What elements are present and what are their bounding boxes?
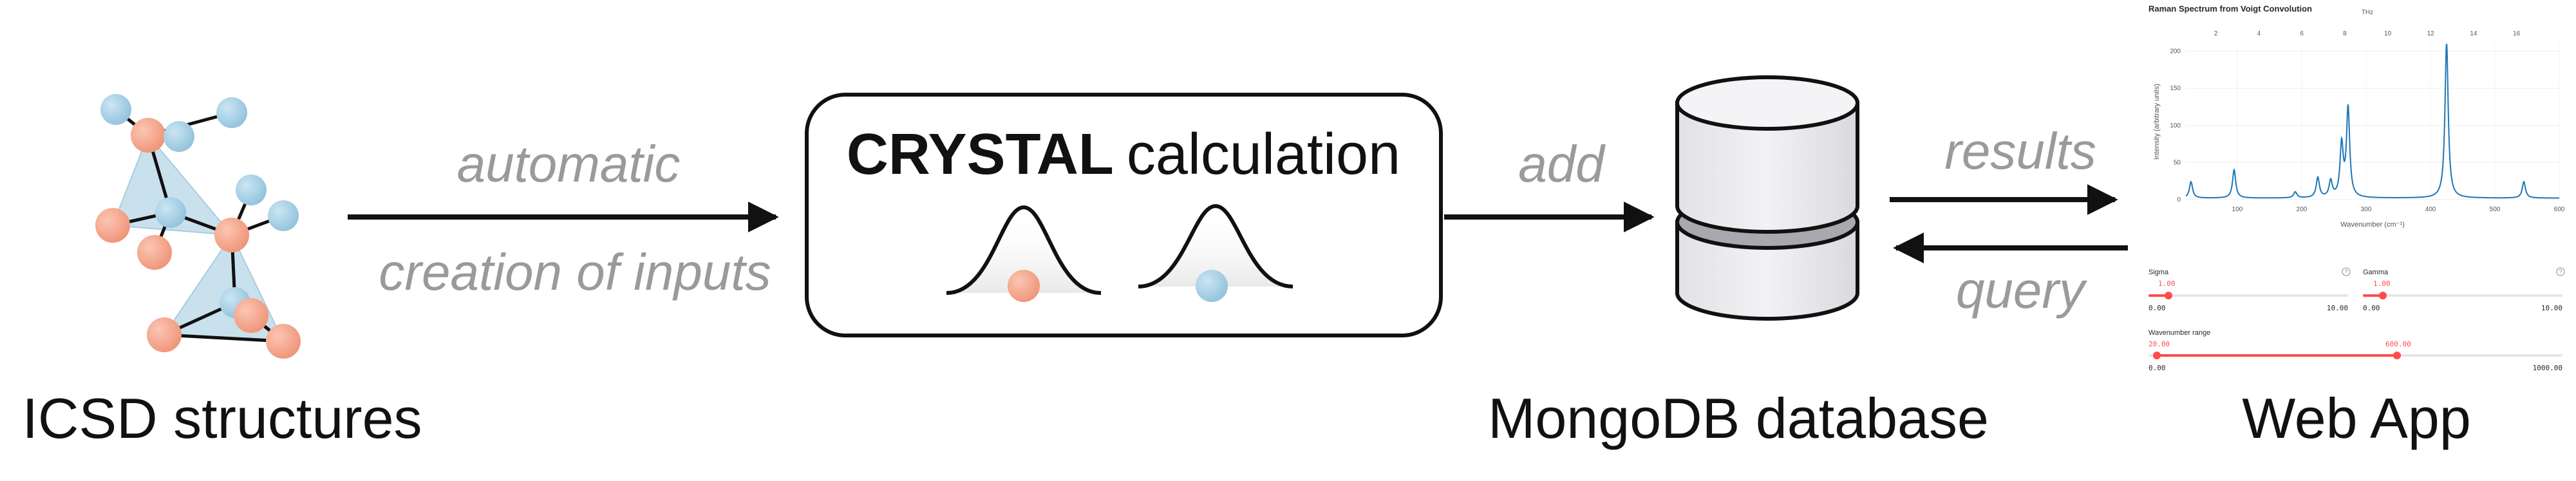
x-axis-title: Wavenumber (cm⁻¹) (2340, 221, 2405, 229)
web-app-label: Web App (2242, 386, 2471, 450)
thz-tick-label: 14 (2470, 30, 2477, 37)
wavenumber-range-slider[interactable]: Wavenumber range 20.00 600.00 0.00 1000.… (2148, 329, 2562, 372)
gamma-handle[interactable] (2379, 292, 2387, 299)
range-max: 1000.00 (2533, 364, 2562, 372)
atom-blue (164, 121, 194, 152)
atom-orange (147, 317, 182, 352)
gamma-label: Gamma (2363, 269, 2389, 276)
range-low-value: 20.00 (2148, 340, 2170, 348)
atom-orange (95, 208, 130, 243)
atom-orange (137, 235, 172, 270)
crystal-calculation-box (805, 93, 1443, 337)
atom-blue (236, 174, 267, 205)
atom-blue (268, 200, 299, 231)
atom-blue (155, 197, 186, 228)
thz-tick-label: 12 (2427, 30, 2435, 37)
y-tick-label: 0 (2177, 196, 2181, 203)
svg-text:?: ? (2344, 269, 2347, 275)
icsd-label: ICSD structures (22, 386, 422, 450)
y-tick-label: 50 (2174, 159, 2181, 166)
gamma-slider[interactable]: Gamma ? 1.00 0.00 10.00 (2363, 267, 2565, 312)
atom-blue (216, 97, 247, 128)
sigma-value: 1.00 (2158, 279, 2176, 288)
sigma-fill (2148, 294, 2168, 297)
web-app-title: Raman Spectrum from Voigt Convolution (2148, 4, 2312, 14)
atom-orange (266, 324, 301, 359)
tetrahedron-upper (111, 134, 234, 236)
gaussian-curve-icon (946, 205, 1102, 302)
atom-blue (100, 94, 131, 125)
creation-of-inputs-label: creation of inputs (379, 243, 771, 301)
sigma-min: 0.00 (2148, 304, 2166, 312)
x-tick-label: 500 (2490, 206, 2501, 213)
range-fill (2157, 354, 2397, 357)
results-label: results (1944, 122, 2096, 180)
gaussian-curve-icon (1138, 203, 1293, 302)
svg-text:?: ? (2559, 269, 2562, 275)
thz-tick-label: 16 (2513, 30, 2521, 37)
x-tick-label: 200 (2297, 206, 2308, 213)
thz-tick-label: 10 (2384, 30, 2392, 37)
query-label: query (1956, 261, 2088, 319)
y-tick-label: 100 (2170, 122, 2181, 129)
x-tick-label: 400 (2425, 206, 2436, 213)
y-tick-label: 150 (2170, 85, 2181, 92)
wavenumber-range-label: Wavenumber range (2148, 329, 2210, 337)
gamma-track[interactable] (2363, 294, 2562, 297)
atom-orange (131, 118, 165, 153)
x-tick-label: 300 (2361, 206, 2372, 213)
x-tick-label: 600 (2554, 206, 2565, 213)
help-icon[interactable] (2556, 267, 2565, 276)
gamma-fill (2363, 294, 2383, 297)
range-high-handle[interactable] (2393, 352, 2401, 359)
mongodb-label: MongoDB database (1488, 386, 1989, 450)
top-axis-title: THz (2362, 9, 2373, 16)
crystal-calculation-title: CRYSTAL calculation (847, 122, 1400, 187)
thz-tick-label: 2 (2214, 30, 2218, 37)
raman-spectrum-plot: 0 50 100 150 200 100 200 300 400 500 600 2 4 6 8 10 12 14… (2153, 30, 2565, 229)
range-min: 0.00 (2148, 364, 2166, 372)
y-axis-title: Intensity (arbitrary units) (2153, 84, 2161, 160)
atom-blue (1196, 270, 1228, 302)
gamma-value: 1.00 (2373, 279, 2391, 288)
sigma-handle[interactable] (2165, 292, 2172, 299)
spectrum-line (2185, 43, 2559, 199)
sigma-slider[interactable]: Sigma ? 1.00 0.00 10.00 (2148, 267, 2351, 312)
atoms (95, 94, 301, 359)
thz-tick-label: 8 (2343, 30, 2347, 37)
automatic-label: automatic (457, 135, 681, 193)
help-icon[interactable] (2342, 267, 2351, 276)
x-tick-label: 100 (2232, 206, 2243, 213)
sigma-max: 10.00 (2327, 304, 2348, 312)
atom-orange (214, 218, 249, 252)
thz-tick-label: 6 (2300, 30, 2304, 37)
range-low-handle[interactable] (2153, 352, 2161, 359)
add-label: add (1518, 135, 1606, 193)
thz-tick-label: 4 (2257, 30, 2261, 37)
atom-orange (234, 298, 268, 333)
range-high-value: 600.00 (2385, 340, 2411, 348)
web-app-screenshot: Raman Spectrum from Voigt Convolution TH… (2148, 4, 2565, 372)
database-icon (1675, 75, 1859, 321)
atom-orange (1008, 270, 1040, 302)
sigma-label: Sigma (2148, 269, 2169, 276)
gamma-max: 10.00 (2541, 304, 2562, 312)
sigma-track[interactable] (2148, 294, 2348, 297)
crystal-structure-icon (95, 94, 301, 359)
y-tick-label: 200 (2170, 48, 2181, 55)
gamma-min: 0.00 (2363, 304, 2380, 312)
